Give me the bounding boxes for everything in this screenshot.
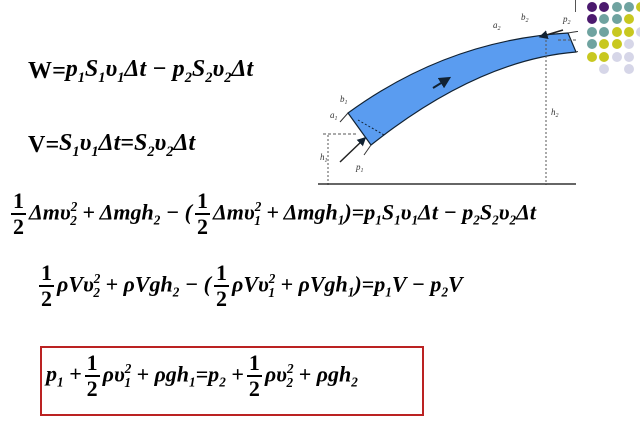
tube-wall-top	[339, 30, 578, 123]
decorative-dot	[623, 14, 634, 25]
decorative-dot	[587, 26, 597, 37]
decorative-dot	[623, 39, 634, 50]
fluid-segment	[347, 32, 577, 146]
tube-wall-bottom	[363, 50, 578, 156]
flow-tube-diagram: b1 a1 h1 p1 a2 b2 p2 h2	[318, 12, 578, 185]
label-a1: a1	[330, 110, 338, 122]
label-b2: b2	[521, 12, 529, 24]
label-b1: b1	[340, 94, 348, 106]
p2-arrow	[538, 29, 564, 40]
decorative-dot	[623, 2, 634, 12]
decorative-dot	[623, 26, 634, 37]
label-p1: p1	[355, 162, 364, 174]
decorative-dot	[587, 39, 597, 50]
decorative-dot	[636, 26, 640, 37]
decorative-dot	[611, 26, 622, 37]
decorative-dot	[623, 51, 634, 62]
decorative-dot	[587, 2, 597, 12]
bernoulli-result-box	[40, 346, 424, 416]
decorative-line	[575, 0, 576, 12]
decorative-dot	[599, 14, 610, 25]
decorative-dot	[599, 26, 610, 37]
label-h1: h1	[320, 152, 328, 164]
decorative-dot	[636, 2, 640, 12]
decorative-dot	[599, 2, 610, 12]
work-equation: W = p1S1υ1Δt − p2S2υ2Δt	[28, 56, 254, 86]
decorative-dot	[611, 2, 622, 12]
label-p2: p2	[562, 14, 571, 26]
volume-equation: V = S1υ1Δt=S2υ2Δt	[28, 130, 196, 160]
label-a2: a2	[493, 20, 501, 32]
decorative-dot	[611, 51, 622, 62]
decorative-dot	[599, 51, 610, 62]
flow-arrow	[432, 76, 452, 89]
label-h2: h2	[551, 107, 559, 119]
decorative-dot	[587, 14, 597, 25]
decorative-dot	[587, 51, 597, 62]
decorative-dot	[599, 39, 610, 50]
decorative-dot	[599, 64, 610, 74]
decorative-dot	[611, 39, 622, 50]
decorative-dot	[611, 14, 622, 25]
p1-arrow	[339, 136, 367, 163]
decorative-dot	[623, 64, 634, 74]
